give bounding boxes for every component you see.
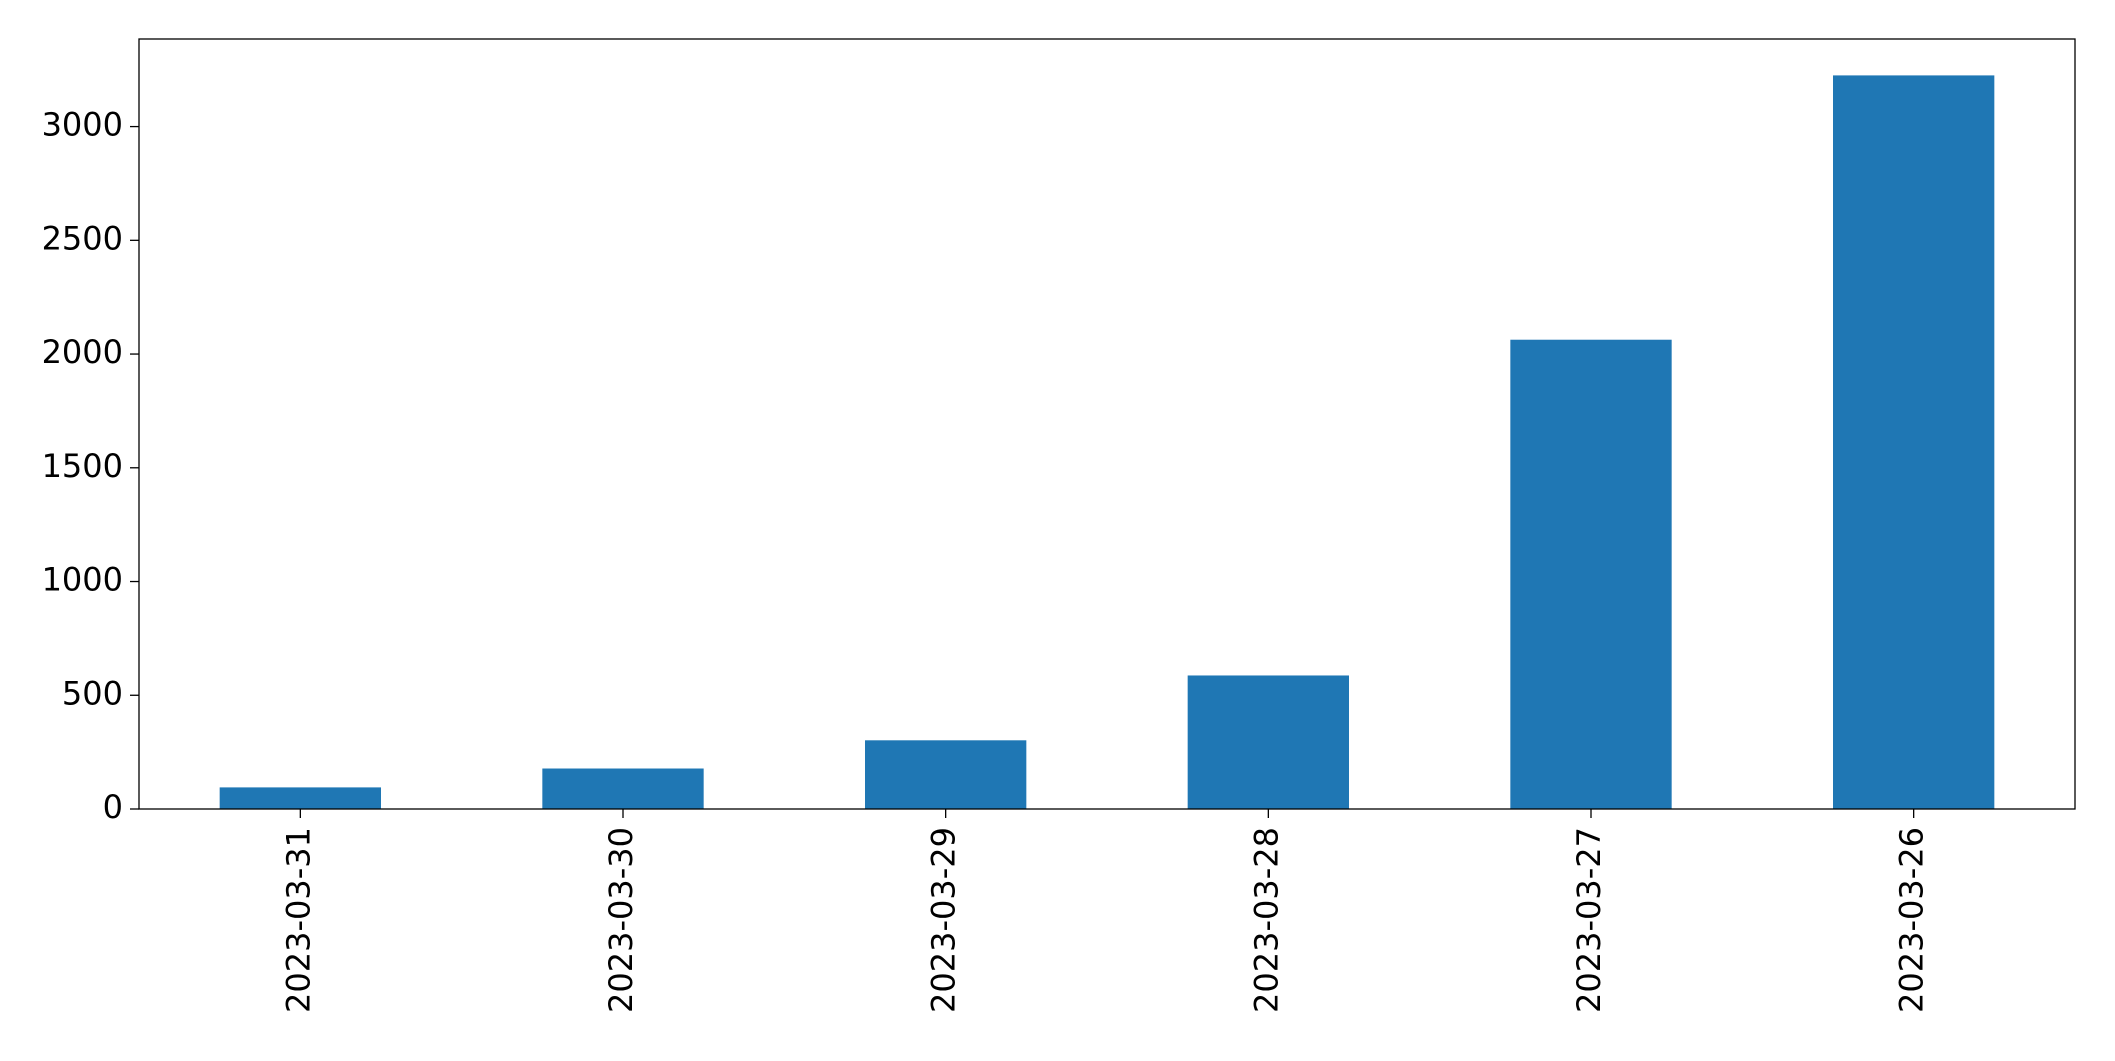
bar [542, 768, 704, 809]
bar [865, 740, 1027, 809]
x-tick-label: 2023-03-29 [925, 827, 963, 1013]
bar [1833, 75, 1995, 809]
y-tick-label: 1000 [42, 561, 123, 599]
bar [219, 787, 381, 809]
x-tick-label: 2023-03-26 [1893, 827, 1931, 1013]
x-tick-label: 2023-03-31 [279, 827, 317, 1013]
y-tick-label: 500 [62, 674, 123, 712]
bar [1510, 339, 1672, 809]
y-tick-label: 2500 [42, 219, 123, 257]
y-tick-label: 2000 [42, 333, 123, 371]
y-tick-label: 0 [103, 788, 123, 826]
x-tick-label: 2023-03-28 [1247, 827, 1285, 1013]
x-tick-label: 2023-03-30 [602, 827, 640, 1013]
y-tick-label: 3000 [42, 106, 123, 144]
bar [1187, 675, 1349, 809]
y-tick-label: 1500 [42, 447, 123, 485]
x-tick-label: 2023-03-27 [1570, 827, 1608, 1013]
plot-frame [138, 38, 2076, 810]
